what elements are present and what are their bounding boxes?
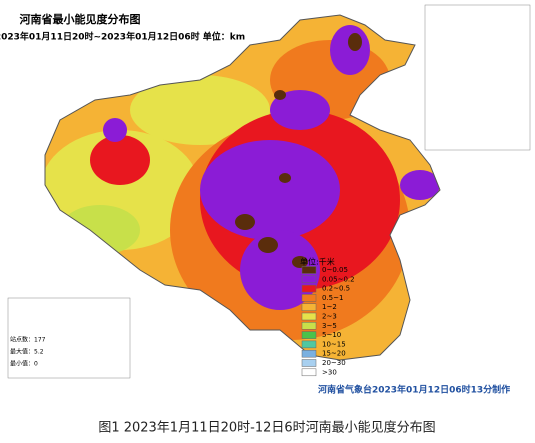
caption: 图1 2023年1月11日20时-12日6时河南最小能见度分布图 [98,420,435,436]
station-table [7,297,131,379]
legend-label: 0.05~0.2 [322,275,355,283]
legend-swatch [301,294,317,302]
stat-label: 最小值：0 [10,360,38,368]
legend-title: 单位:千米 [300,257,335,267]
footer: 河南省气象台2023年01月12日06时13分制作 [318,384,510,396]
legend-swatch [301,340,317,349]
legend-swatch [301,266,317,274]
legend-label: 20~30 [322,359,346,367]
legend-label: 15~20 [322,350,346,358]
legend-label: 0.5~1 [322,294,343,302]
visibility-fill [45,15,440,360]
legend-label: 0.2~0.5 [322,285,350,293]
stat-label: 站点数：177 [10,336,46,344]
legend-label: >30 [322,368,337,376]
legend-label: 2~3 [322,313,337,321]
legend-swatch [301,359,317,367]
legend-swatch [301,284,317,293]
province-border [44,14,441,361]
legend-label: 1~2 [322,303,337,311]
legend-swatch [301,303,317,311]
station-table [424,4,531,151]
legend-swatch [301,275,317,284]
legend-label: 10~15 [322,340,346,348]
stat-label: 最大值：5.2 [10,348,44,356]
map-title: 河南省最小能见度分布图 [20,12,141,26]
legend-label: 5~10 [322,331,341,339]
map-subtitle: 2023年01月11日20时~2023年01月12日06时 单位：km [0,31,245,43]
legend-swatch [301,331,317,339]
legend-swatch [301,322,317,330]
legend-swatch [301,368,317,377]
legend-label: 0~0.05 [322,266,348,274]
legend-label: 3~5 [322,322,337,330]
legend-swatch [301,349,317,358]
legend-swatch [301,312,317,321]
